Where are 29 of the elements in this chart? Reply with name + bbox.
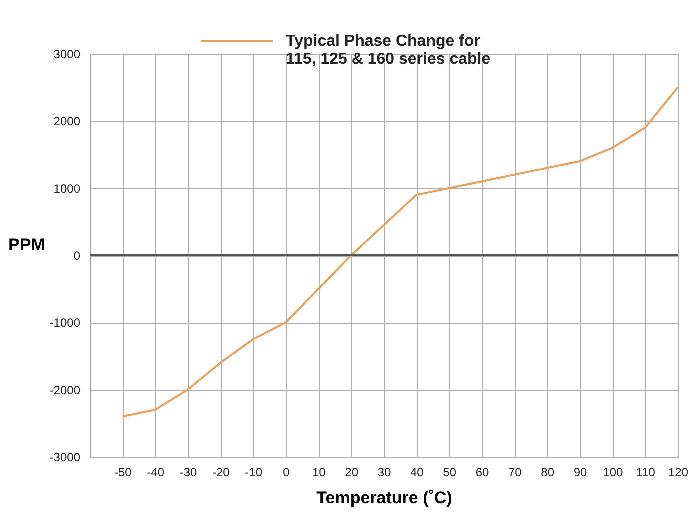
x-tick-label: 50	[443, 466, 457, 480]
y-axis-title: PPM	[8, 236, 46, 254]
x-tick-label: 90	[574, 466, 588, 480]
x-tick-label: 10	[312, 466, 326, 480]
x-tick-label: 120	[668, 466, 689, 480]
x-tick-label: 0	[283, 466, 290, 480]
legend-label: Typical Phase Change for 115, 125 & 160 series cable	[286, 33, 491, 68]
x-tick-label: -10	[245, 466, 263, 480]
x-tick-label: 100	[603, 466, 624, 480]
x-tick-label: 30	[378, 466, 392, 480]
x-tick-label: -20	[212, 466, 230, 480]
y-tick-label: 3000	[54, 48, 81, 62]
y-tick-label: 2000	[54, 114, 81, 129]
x-tick-label: -30	[180, 466, 198, 480]
y-tick-label: 0	[74, 249, 81, 263]
y-tick-label: -2000	[50, 383, 81, 398]
x-tick-label: 20	[345, 466, 359, 480]
x-tick-label: 70	[508, 466, 522, 480]
y-tick-label: -3000	[50, 450, 81, 464]
line-series	[122, 86, 678, 418]
x-tick-label: 40	[410, 466, 424, 480]
x-axis-title: Temperature (˚C)	[316, 488, 452, 508]
x-tick-label: 110	[636, 466, 656, 480]
y-tick-label: 1000	[54, 182, 81, 196]
x-tick-label: -40	[147, 466, 165, 480]
x-tick-label: -50	[114, 466, 132, 480]
y-tick-label: -1000	[50, 316, 81, 330]
x-tick-label: 80	[541, 466, 555, 480]
x-tick-label: 60	[476, 466, 490, 480]
